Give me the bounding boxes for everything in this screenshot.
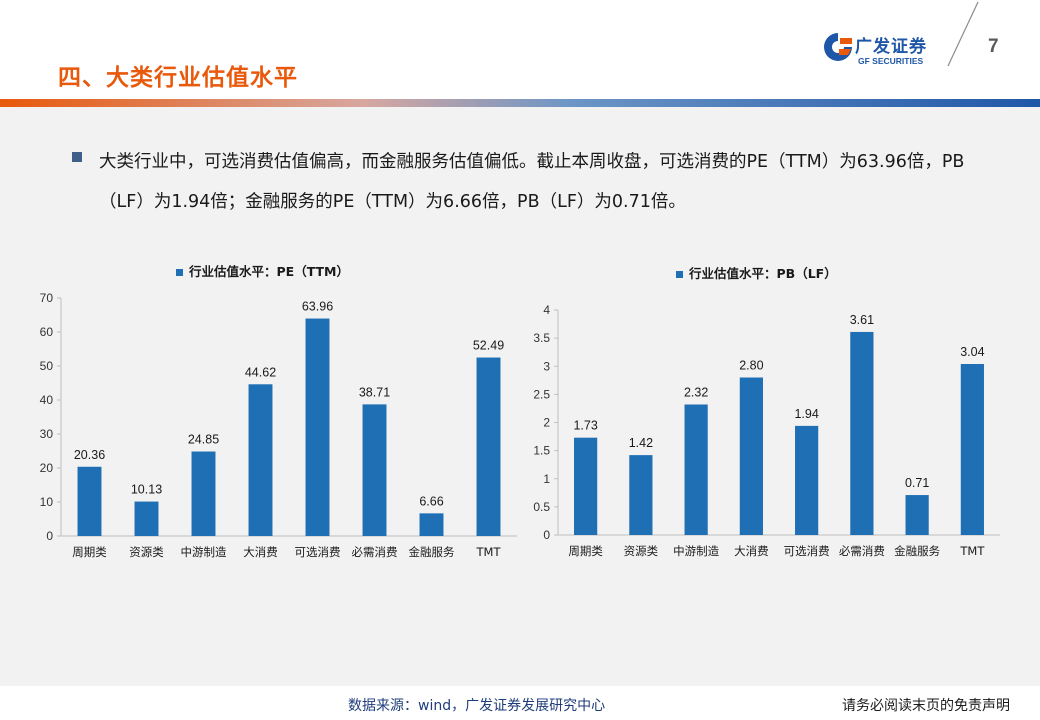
bar <box>134 501 159 536</box>
y-tick-label: 30 <box>40 427 54 441</box>
data-label: 52.49 <box>473 339 504 353</box>
data-label: 38.71 <box>359 385 390 399</box>
data-label: 2.32 <box>684 386 708 400</box>
y-tick-label: 0 <box>543 528 550 542</box>
logo-text-en: GF SECURITIES <box>858 56 924 66</box>
data-label: 3.04 <box>960 345 984 359</box>
x-tick-label: 中游制造 <box>181 545 227 559</box>
slide-footer: 数据来源：wind，广发证券发展研究中心 请务必阅读末页的免责声明 <box>0 686 1040 720</box>
x-tick-label: 资源类 <box>129 545 164 559</box>
legend-label: 行业估值水平：PE（TTM） <box>188 264 349 279</box>
x-tick-label: 大消费 <box>243 545 278 559</box>
x-tick-label: TMT <box>476 545 502 559</box>
y-tick-label: 2.5 <box>533 387 550 401</box>
x-tick-label: 中游制造 <box>673 544 719 558</box>
data-label: 24.85 <box>188 433 219 447</box>
y-tick-label: 0.5 <box>533 500 550 514</box>
header-gradient-bar <box>0 99 1040 107</box>
x-tick-label: 周期类 <box>72 545 107 559</box>
x-tick-label: 必需消费 <box>839 544 885 558</box>
legend-swatch <box>176 269 183 276</box>
y-tick-label: 3 <box>543 359 550 373</box>
data-source-note: 数据来源：wind，广发证券发展研究中心 <box>348 698 606 714</box>
bullet-marker <box>72 152 82 162</box>
y-tick-label: 60 <box>40 325 54 339</box>
data-label: 10.13 <box>131 483 162 497</box>
y-tick-label: 0 <box>46 529 53 543</box>
x-tick-label: 周期类 <box>568 544 603 558</box>
bar <box>850 331 874 535</box>
data-label: 20.36 <box>74 448 105 462</box>
bar <box>362 404 387 536</box>
bar <box>419 513 444 536</box>
slide-header: 四、大类行业估值水平 广发证券 GF SECURITIES 7 <box>0 0 1040 108</box>
y-tick-label: 1 <box>543 472 550 486</box>
disclaimer-note: 请务必阅读末页的免责声明 <box>842 698 1010 714</box>
bar <box>795 425 819 535</box>
gf-logo-icon <box>824 33 852 61</box>
bar <box>574 437 598 535</box>
bar <box>305 318 330 536</box>
y-tick-label: 50 <box>40 359 54 373</box>
data-label: 63.96 <box>302 300 333 314</box>
x-tick-label: 资源类 <box>624 544 659 558</box>
y-tick-label: 4 <box>543 303 550 317</box>
x-tick-label: 可选消费 <box>295 545 341 559</box>
bar <box>684 404 708 535</box>
y-tick-label: 20 <box>40 461 54 475</box>
y-tick-label: 10 <box>40 495 54 509</box>
bar <box>739 377 763 535</box>
data-label: 0.71 <box>905 476 929 490</box>
bar <box>77 466 102 536</box>
x-tick-label: TMT <box>959 544 985 558</box>
header-divider-slash <box>947 1 979 67</box>
x-tick-label: 金融服务 <box>409 545 455 559</box>
x-tick-label: 必需消费 <box>352 545 398 559</box>
summary-text: 大类行业中，可选消费估值偏高，而金融服务估值偏低。截止本周收盘，可选消费的PE（… <box>99 152 965 212</box>
company-logo: 广发证券 GF SECURITIES <box>822 30 944 70</box>
bar <box>629 455 653 535</box>
data-label: 1.42 <box>629 436 653 450</box>
legend-swatch <box>676 271 683 278</box>
y-tick-label: 70 <box>40 291 54 305</box>
data-label: 44.62 <box>245 365 276 379</box>
bar <box>248 384 273 536</box>
y-tick-label: 2 <box>543 416 550 430</box>
x-tick-label: 可选消费 <box>784 544 830 558</box>
x-tick-label: 大消费 <box>734 544 769 558</box>
data-label: 1.94 <box>794 407 818 421</box>
bar <box>191 451 216 536</box>
legend-label: 行业估值水平：PB（LF） <box>688 266 837 281</box>
logo-text-cn: 广发证券 <box>855 37 927 57</box>
data-label: 1.73 <box>573 419 597 433</box>
bar <box>476 357 501 536</box>
data-label: 2.80 <box>739 359 763 373</box>
section-title: 四、大类行业估值水平 <box>58 64 298 91</box>
data-label: 3.61 <box>850 313 874 327</box>
x-tick-label: 金融服务 <box>894 544 940 558</box>
data-label: 6.66 <box>419 494 443 508</box>
bar <box>960 364 984 535</box>
bar <box>905 495 929 535</box>
y-tick-label: 3.5 <box>533 331 550 345</box>
y-tick-label: 40 <box>40 393 54 407</box>
page-number: 7 <box>988 36 999 57</box>
y-tick-label: 1.5 <box>533 444 550 458</box>
